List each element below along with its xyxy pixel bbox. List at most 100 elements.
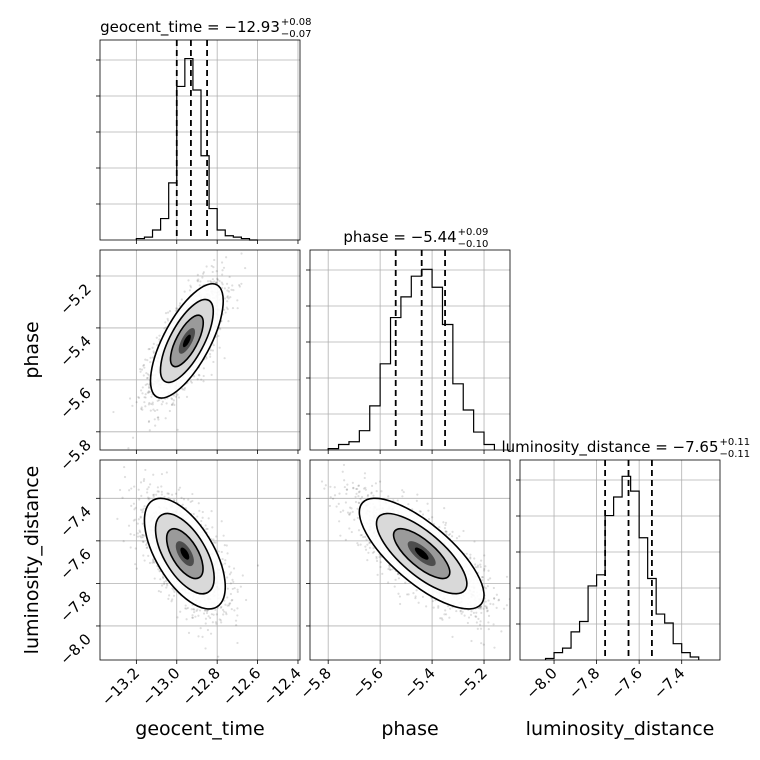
sample-point <box>177 488 180 491</box>
sample-point <box>481 579 484 582</box>
sample-point <box>176 393 179 396</box>
sample-point <box>226 587 229 590</box>
sample-point <box>240 282 243 285</box>
sample-point <box>131 404 134 407</box>
sample-point <box>387 495 390 498</box>
panel-frame <box>309 249 511 451</box>
sample-point <box>437 605 440 608</box>
sample-point <box>223 297 227 300</box>
sample-point <box>201 516 204 519</box>
sample-point <box>139 531 142 534</box>
sample-point <box>197 635 200 638</box>
sample-point <box>188 289 192 292</box>
sample-point <box>226 295 229 298</box>
sample-point <box>172 594 176 597</box>
sample-point <box>225 306 229 309</box>
sample-point <box>204 647 207 650</box>
sample-point <box>137 488 140 491</box>
sample-point <box>168 594 171 597</box>
sample-point <box>357 484 360 487</box>
title-text: phase = −5.44 <box>343 228 456 246</box>
sample-point <box>161 575 165 579</box>
sample-point <box>158 334 161 337</box>
sample-point <box>171 587 174 590</box>
sample-point <box>213 280 216 283</box>
sample-point <box>152 342 155 346</box>
sample-point <box>168 409 171 413</box>
sample-point <box>160 403 163 406</box>
sample-point <box>455 609 458 613</box>
sample-point <box>389 568 392 571</box>
sample-point <box>223 308 226 311</box>
sample-point <box>373 550 376 553</box>
sample-point <box>198 284 201 287</box>
sample-point <box>221 557 224 561</box>
sample-point <box>191 492 194 496</box>
title-phase: phase = −5.44 +0.09−0.10 <box>343 227 488 250</box>
sample-point <box>240 252 243 255</box>
sample-point <box>157 568 160 571</box>
sample-point <box>152 351 156 355</box>
sample-point <box>220 520 223 523</box>
sample-point <box>152 558 155 561</box>
sample-point <box>172 588 175 591</box>
sample-point <box>187 279 190 282</box>
sample-point <box>223 357 226 360</box>
sample-point <box>149 409 152 412</box>
sample-point <box>483 567 486 571</box>
sample-point <box>199 627 202 630</box>
sample-point <box>156 399 159 403</box>
sample-point <box>153 577 156 580</box>
sample-point <box>479 607 483 610</box>
title-minus-error: −0.07 <box>281 29 312 40</box>
sample-point <box>221 283 224 286</box>
sample-point <box>368 546 371 549</box>
sample-point <box>206 280 210 283</box>
sample-point <box>196 515 199 518</box>
sample-point <box>158 399 161 402</box>
sample-point <box>226 552 229 555</box>
sample-point <box>439 617 442 620</box>
sample-point <box>219 619 222 622</box>
histogram-geocent_time <box>135 57 258 241</box>
sample-point <box>202 374 205 378</box>
sample-point <box>337 502 340 505</box>
sample-point <box>341 470 344 473</box>
sample-point <box>226 300 229 303</box>
sample-point <box>163 327 166 330</box>
sample-point <box>147 419 151 423</box>
sample-point <box>232 567 236 570</box>
sample-point <box>484 605 487 608</box>
sample-point <box>207 615 210 618</box>
sample-point <box>352 486 355 489</box>
sample-point <box>228 573 232 576</box>
sample-point <box>139 515 142 518</box>
sample-point <box>189 380 193 383</box>
sample-point <box>141 522 144 525</box>
sample-point <box>200 378 203 381</box>
sample-point <box>152 408 155 411</box>
sample-point <box>370 491 373 494</box>
sample-point <box>444 530 447 533</box>
sample-point <box>231 598 234 602</box>
sample-point <box>199 280 202 283</box>
sample-point <box>352 487 355 490</box>
sample-point <box>146 382 149 386</box>
sample-point <box>141 392 144 395</box>
sample-point <box>448 616 451 619</box>
sample-point <box>145 371 148 375</box>
sample-point <box>483 569 486 572</box>
sample-point <box>216 278 220 281</box>
sample-point <box>359 497 362 501</box>
title-text: geocent_time = −12.93 <box>100 18 280 37</box>
sample-point <box>492 603 495 606</box>
sample-point <box>226 604 229 607</box>
sample-point <box>371 551 375 554</box>
sample-point <box>459 610 462 613</box>
sample-point <box>143 401 146 404</box>
sample-point <box>320 480 324 483</box>
sample-point <box>204 617 208 620</box>
sample-point <box>174 395 177 398</box>
sample-point <box>447 533 451 537</box>
sample-point <box>241 574 244 577</box>
